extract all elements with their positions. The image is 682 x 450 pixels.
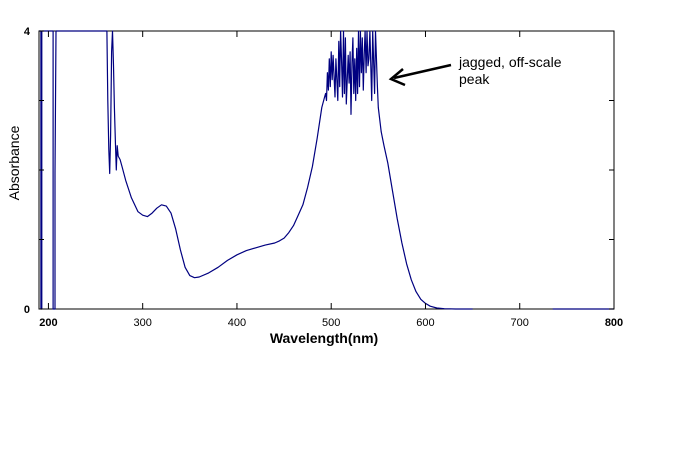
x-tick-label-600: 600 bbox=[416, 317, 434, 329]
x-tick-label-800: 800 bbox=[605, 317, 623, 329]
x-tick-label-300: 300 bbox=[134, 317, 152, 329]
annotation-line-2: peak bbox=[459, 71, 490, 87]
y-tick-label-4: 4 bbox=[24, 26, 31, 38]
x-tick-label-500: 500 bbox=[322, 317, 340, 329]
x-tick-label-700: 700 bbox=[511, 317, 529, 329]
x-tick-label-200: 200 bbox=[39, 317, 57, 329]
y-axis-label: Absorbance bbox=[6, 125, 22, 200]
series-line-1 bbox=[39, 30, 473, 310]
axis-ticks bbox=[39, 30, 615, 310]
annotation-arrow-shaft bbox=[393, 63, 452, 80]
x-axis-label: Wavelength(nm) bbox=[270, 330, 378, 346]
x-tick-label-400: 400 bbox=[228, 317, 246, 329]
annotation: jagged, off-scale peak bbox=[388, 54, 562, 87]
tick-labels: 200 300 400 500 600 700 800 0 4 bbox=[24, 26, 623, 329]
annotation-arrow-head bbox=[388, 68, 406, 87]
y-tick-label-0: 0 bbox=[24, 304, 30, 316]
annotation-line-1: jagged, off-scale bbox=[458, 54, 562, 70]
